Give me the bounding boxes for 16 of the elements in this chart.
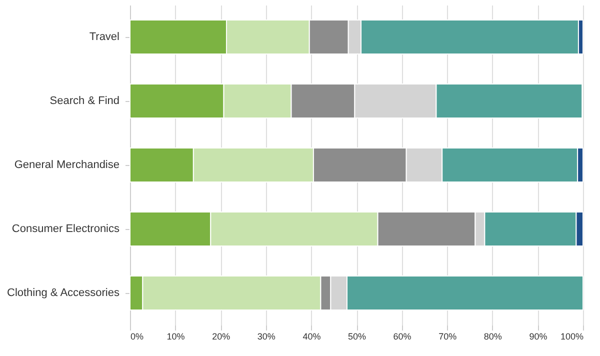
x-tick-label: 40% bbox=[302, 332, 321, 342]
x-tick-label: 30% bbox=[257, 332, 276, 342]
x-tick-label: 80% bbox=[484, 332, 502, 342]
y-tick-label: Consumer Electronics bbox=[12, 223, 120, 235]
x-tick-label: 0% bbox=[130, 332, 144, 342]
y-tick-label: Travel bbox=[89, 31, 120, 43]
x-tick-label: 10% bbox=[166, 332, 185, 342]
y-tick-label: General Merchandise bbox=[14, 159, 120, 171]
y-tick-label: Clothing & Accessories bbox=[7, 287, 120, 299]
x-tick-label: 60% bbox=[393, 332, 412, 342]
x-tick-label: 50% bbox=[348, 332, 366, 342]
x-tick-label: 90% bbox=[529, 332, 548, 342]
y-tick-label: Search & Find bbox=[50, 95, 120, 107]
x-tick-label: 20% bbox=[212, 332, 230, 342]
x-tick-label: 100% bbox=[560, 332, 584, 342]
x-tick-label: 70% bbox=[438, 332, 457, 342]
